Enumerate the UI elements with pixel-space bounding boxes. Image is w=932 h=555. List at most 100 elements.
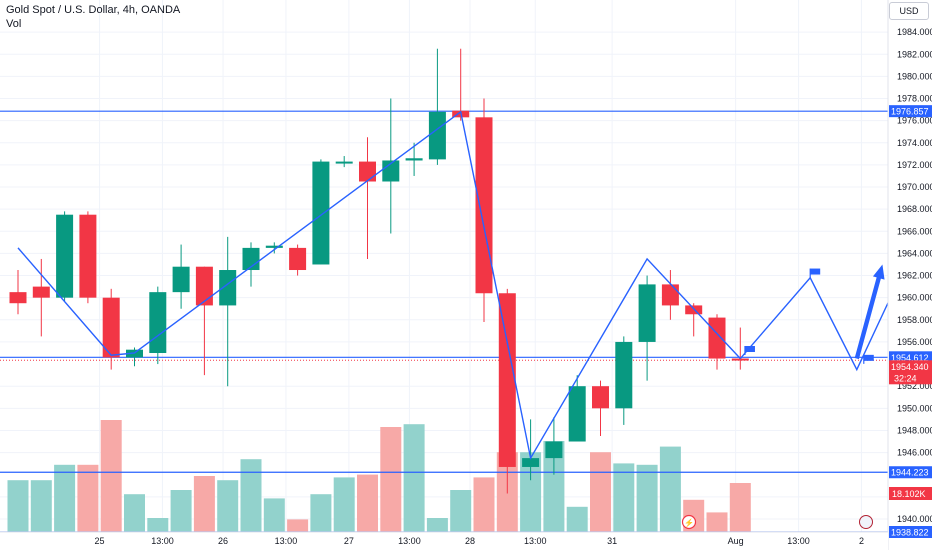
- volume-bar: [54, 464, 76, 532]
- x-tick-label: 13:00: [275, 536, 298, 546]
- dividend-icon[interactable]: [681, 514, 697, 530]
- y-tick-label: 1978.000: [897, 94, 932, 104]
- y-tick-label: 1982.000: [897, 49, 932, 59]
- currency-button[interactable]: USD: [889, 2, 929, 20]
- candle-body: [265, 245, 283, 248]
- flag-marker[interactable]: [863, 354, 874, 361]
- volume-bar: [566, 506, 588, 532]
- candle-body: [56, 214, 74, 298]
- x-tick-label: 26: [218, 536, 228, 546]
- volume-value-label: 18.102K: [892, 489, 926, 499]
- lightning-icon: ⚡: [684, 518, 694, 528]
- candle-body: [172, 266, 190, 293]
- symbol-title: Gold Spot / U.S. Dollar, 4h, OANDA: [6, 4, 181, 16]
- candle-body: [731, 358, 749, 361]
- volume-bar: [7, 480, 29, 532]
- y-tick-label: 1984.000: [897, 27, 932, 37]
- y-tick-label: 1966.000: [897, 226, 932, 236]
- x-tick-label: 2: [859, 536, 864, 546]
- candle-body: [708, 317, 726, 359]
- countdown-label: 32:24: [894, 373, 917, 383]
- candle-body: [522, 458, 540, 467]
- volume-bar: [543, 441, 565, 532]
- flag-marker[interactable]: [810, 268, 821, 275]
- volume-bar: [100, 420, 122, 532]
- volume-bar: [147, 518, 169, 532]
- candle-body: [685, 305, 703, 315]
- level-price-label-bg: [889, 351, 932, 364]
- volume-bar: [30, 480, 52, 532]
- current-price-tag: [889, 360, 932, 385]
- y-tick-label: 1972.000: [897, 160, 932, 170]
- volume-bar: [170, 490, 192, 532]
- x-tick-label: 25: [95, 536, 105, 546]
- y-tick-label: 1968.000: [897, 204, 932, 214]
- candle-body: [312, 161, 330, 265]
- candle-body: [638, 284, 656, 342]
- candle-body: [545, 441, 563, 459]
- volume-bar: [240, 459, 262, 532]
- level-price-label-bg: [889, 526, 932, 538]
- us-flag-icon[interactable]: [859, 515, 873, 529]
- volume-bar: [729, 483, 751, 532]
- x-tick-label: Aug: [728, 536, 744, 546]
- current-price-label: 1954.340: [891, 362, 929, 372]
- candle-body: [475, 117, 493, 294]
- candle-body: [428, 111, 446, 160]
- level-price-label: 1944.223: [891, 468, 929, 478]
- volume-bar: [287, 519, 309, 532]
- y-tick-label: 1940.000: [897, 514, 932, 524]
- level-price-label-bg: [889, 105, 932, 118]
- volume-bar: [706, 512, 728, 532]
- x-tick-label: 13:00: [787, 536, 810, 546]
- projection-arrow[interactable]: [854, 264, 885, 360]
- y-tick-label: 1980.000: [897, 71, 932, 81]
- y-tick-label: 1964.000: [897, 248, 932, 258]
- y-tick-label: 1952.000: [897, 381, 932, 391]
- volume-bar: [636, 464, 658, 532]
- volume-bar: [124, 494, 145, 532]
- candle-body: [661, 284, 679, 306]
- candle-body: [405, 158, 423, 161]
- volume-bar: [310, 494, 332, 532]
- y-tick-label: 1946.000: [897, 448, 932, 458]
- volume-bar: [450, 490, 472, 532]
- y-tick-label: 1948.000: [897, 425, 932, 435]
- x-tick-label: 27: [344, 536, 354, 546]
- zigzag-line[interactable]: [17, 110, 741, 461]
- y-tick-label: 1958.000: [897, 315, 932, 325]
- volume-bar: [426, 518, 448, 532]
- level-price-label: 1954.612: [891, 353, 929, 363]
- flag-marker[interactable]: [744, 345, 755, 352]
- volume-bar: [403, 424, 425, 532]
- volume-bar: [77, 464, 99, 532]
- y-tick-label: 1960.000: [897, 293, 932, 303]
- volume-value-tag: [889, 487, 932, 500]
- y-tick-label: 1974.000: [897, 138, 932, 148]
- volume-bar: [357, 474, 378, 532]
- candle-body: [498, 293, 516, 467]
- level-price-label: 1976.857: [891, 107, 929, 117]
- candle-body: [219, 270, 237, 306]
- candle-body: [592, 386, 609, 409]
- x-tick-label: 13:00: [398, 536, 421, 546]
- y-tick-label: 1976.000: [897, 116, 932, 126]
- x-tick-label: 31: [607, 536, 617, 546]
- time-axis[interactable]: [0, 532, 888, 550]
- y-tick-label: 1956.000: [897, 337, 932, 347]
- volume-bar: [380, 427, 402, 532]
- candle-body: [149, 292, 167, 353]
- candle-body: [32, 286, 50, 298]
- price-axis[interactable]: [888, 0, 932, 550]
- volume-bar: [613, 463, 635, 532]
- candle-body: [335, 161, 353, 164]
- y-tick-label: 1970.000: [897, 182, 932, 192]
- y-tick-label: 1950.000: [897, 403, 932, 413]
- volume-bar: [473, 477, 495, 532]
- candle-body: [568, 386, 586, 442]
- volume-bar: [590, 452, 611, 532]
- volume-bar: [263, 498, 285, 532]
- volume-bar: [193, 476, 215, 532]
